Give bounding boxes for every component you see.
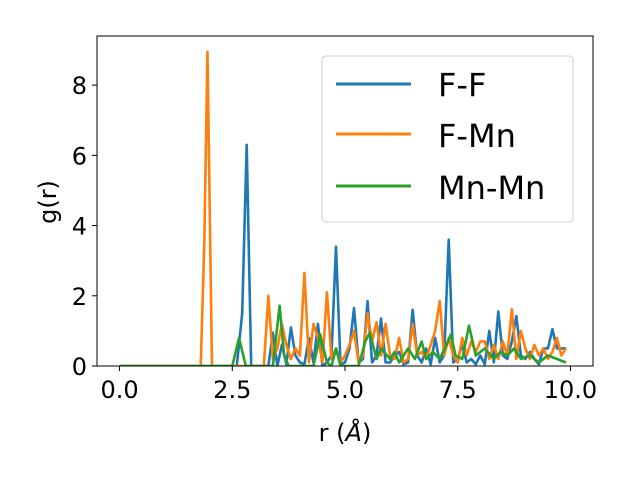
- x-tick-label: 2.5: [213, 376, 251, 404]
- series-line-f-mn: [119, 50, 568, 366]
- legend: F-F F-Mn Mn-Mn: [321, 55, 574, 223]
- y-tick-label: 4: [72, 213, 87, 241]
- legend-label-f-f: F-F: [438, 66, 486, 104]
- y-tick-label: 2: [72, 283, 87, 311]
- x-tick-label: 10.0: [544, 376, 597, 404]
- x-tick-label: 5.0: [326, 376, 364, 404]
- x-axis-label: r (Å): [319, 418, 372, 447]
- y-tick-label: 6: [72, 142, 87, 170]
- legend-label-f-mn: F-Mn: [438, 117, 516, 155]
- y-tick-label: 8: [72, 72, 87, 100]
- y-tick-label: 0: [72, 353, 87, 381]
- x-axis: 0.0 2.5 5.0 7.5 10.0: [100, 366, 597, 404]
- y-axis: 0 2 4 6 8: [72, 72, 97, 381]
- x-tick-label: 7.5: [439, 376, 477, 404]
- x-tick-label: 0.0: [100, 376, 138, 404]
- series-line-mn-mn: [119, 304, 567, 366]
- legend-label-mn-mn: Mn-Mn: [438, 169, 545, 207]
- series-line-f-f: [119, 143, 566, 366]
- legend-box: [321, 55, 574, 223]
- series-layer: [119, 50, 568, 366]
- y-axis-label: g(r): [34, 180, 62, 224]
